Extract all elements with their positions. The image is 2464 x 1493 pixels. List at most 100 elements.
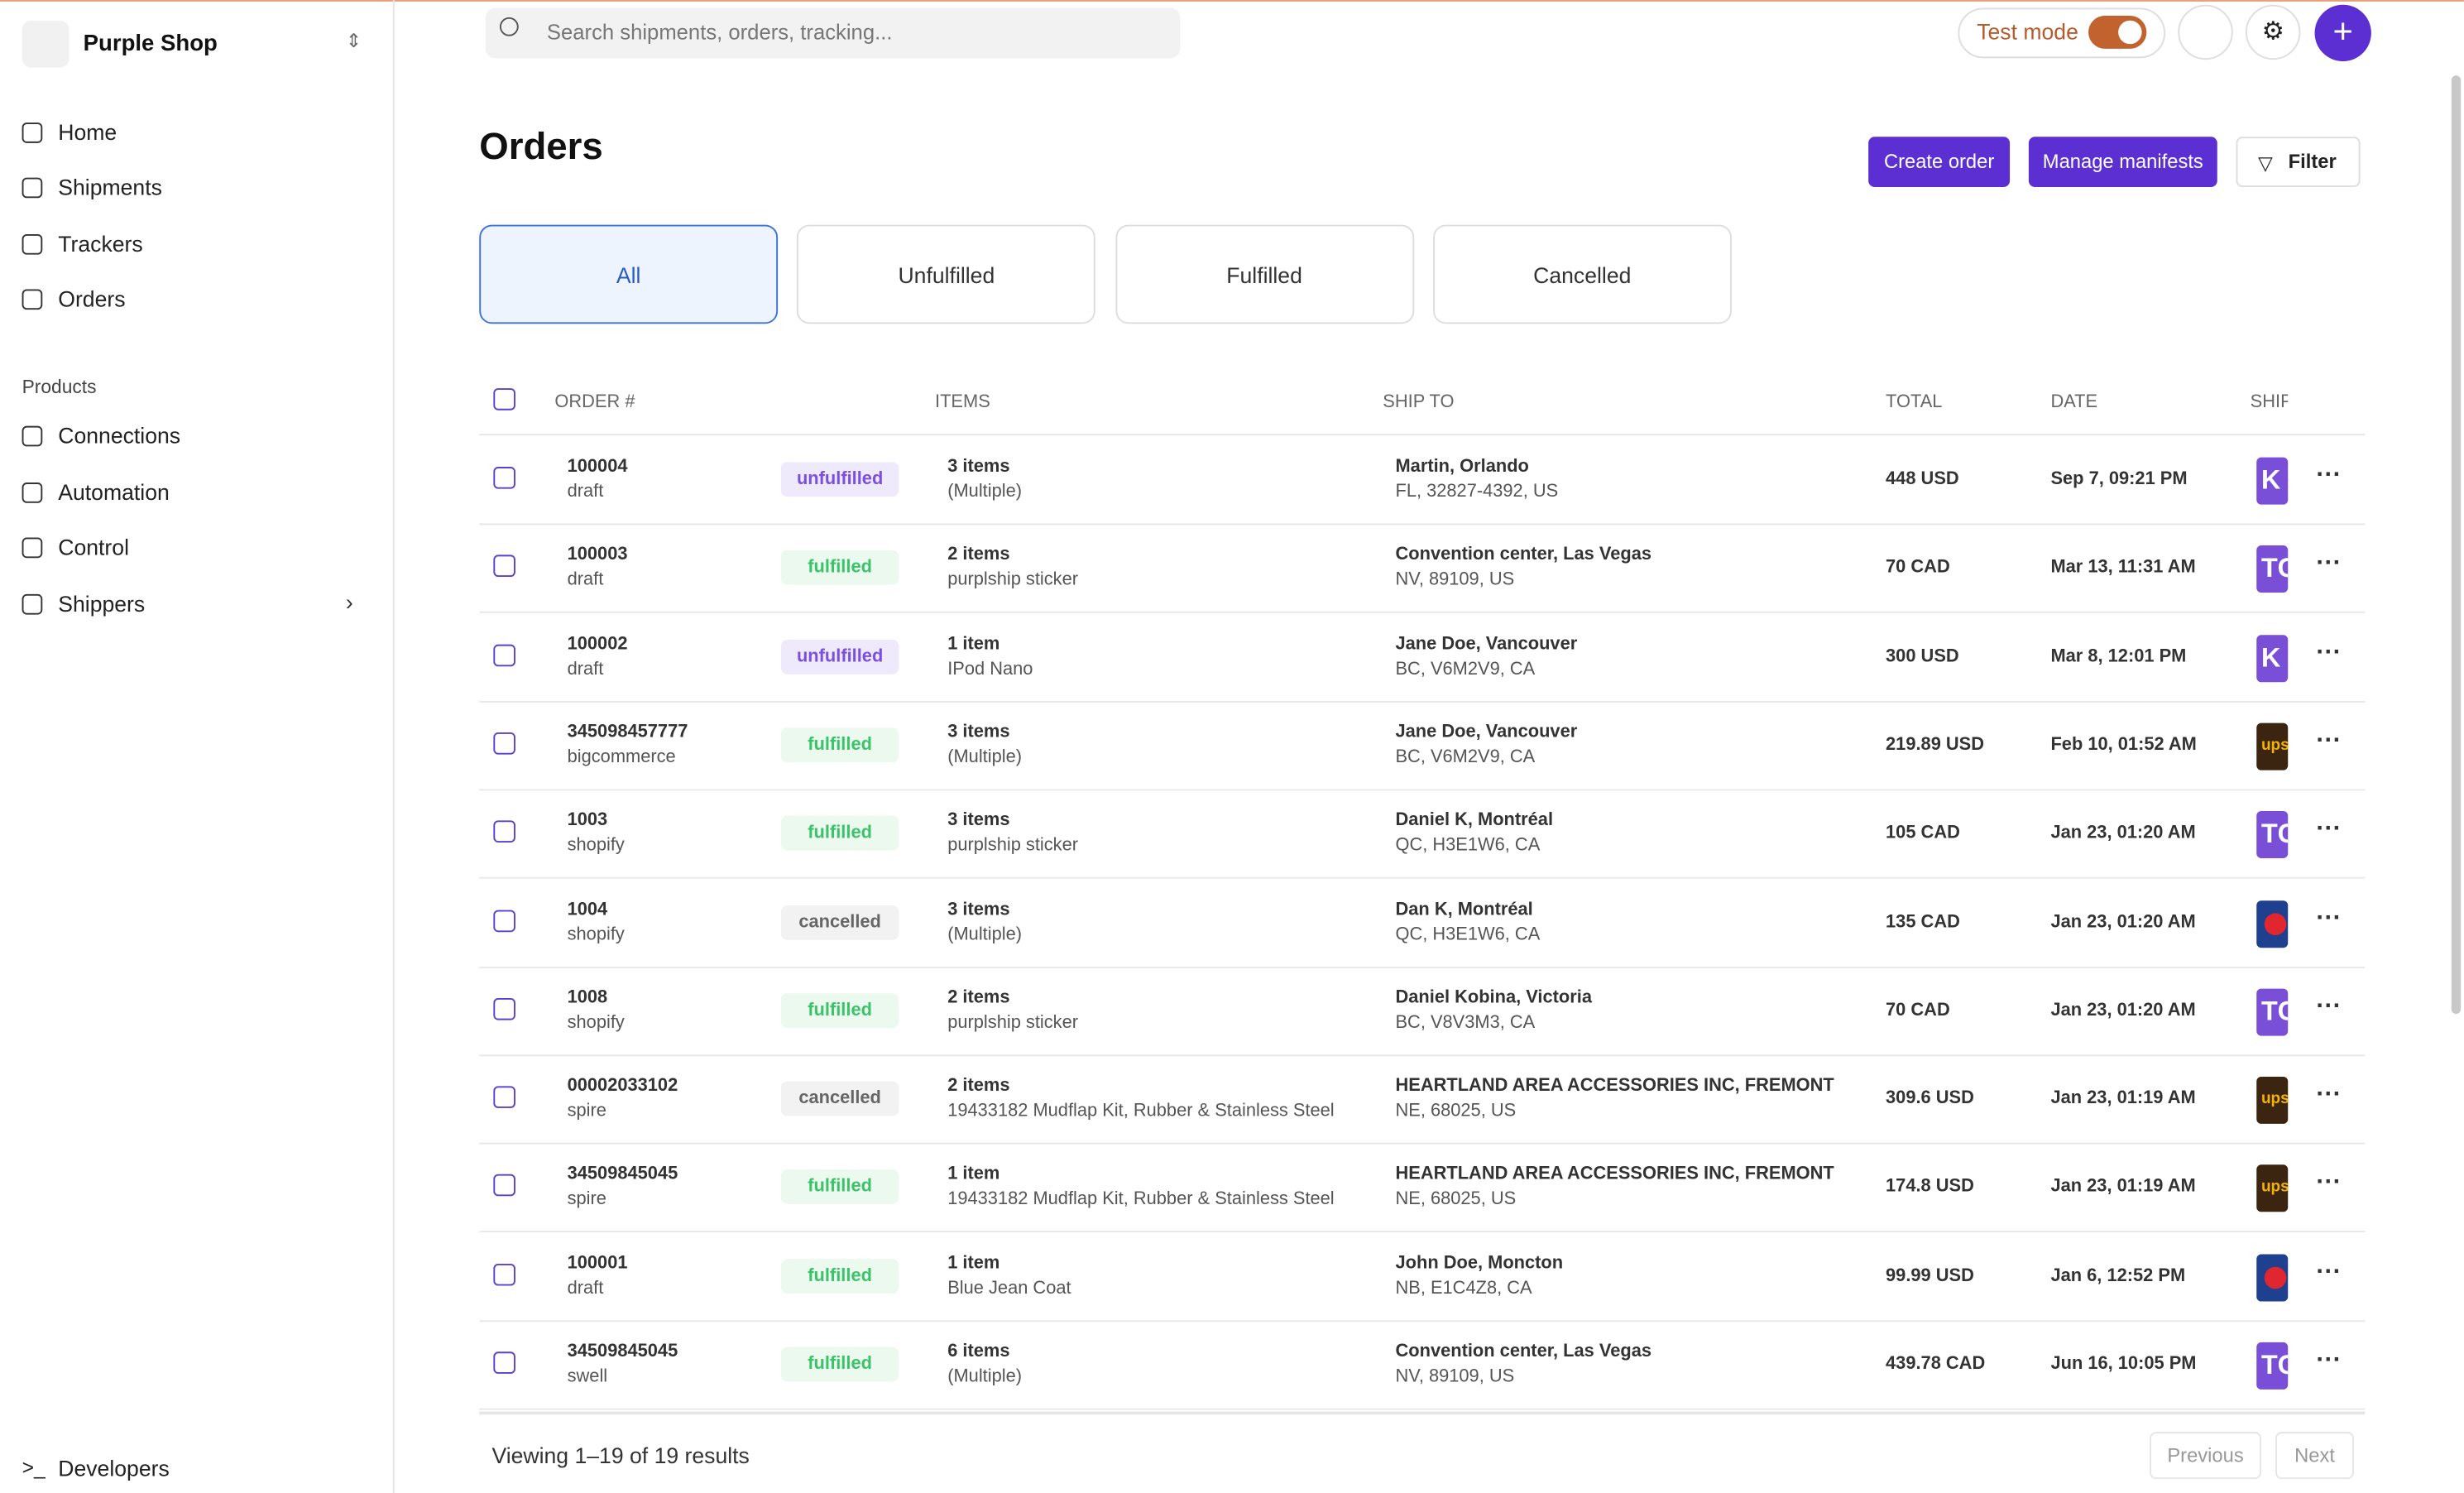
search-placeholder: Search shipments, orders, tracking... (546, 20, 893, 45)
nav-item[interactable]: Automation (58, 479, 170, 505)
apps-button[interactable] (2178, 4, 2233, 60)
nav-developers[interactable]: Developers (58, 1455, 170, 1481)
row-menu[interactable]: ··· (2316, 639, 2342, 666)
nav-item[interactable]: Trackers (58, 231, 143, 257)
shop-switch[interactable]: ⇕ (345, 30, 362, 52)
order-number[interactable]: 100003 (567, 545, 628, 565)
order-number[interactable]: 34509845045 (567, 1342, 678, 1361)
order-number[interactable]: 100002 (567, 634, 628, 654)
order-source: spire (567, 1190, 606, 1210)
next-button[interactable]: Next (2275, 1432, 2355, 1480)
row-checkbox[interactable] (493, 909, 515, 932)
order-date: Jan 23, 01:20 AM (2050, 912, 2196, 932)
sidebar (0, 0, 395, 1493)
filter-tab[interactable]: Fulfilled (1115, 224, 1414, 324)
order-date: Sep 7, 09:21 PM (2050, 469, 2188, 489)
nav-item[interactable]: Orders (58, 286, 126, 312)
row-menu[interactable]: ··· (2316, 904, 2342, 932)
row-checkbox[interactable] (493, 732, 515, 755)
order-number[interactable]: 100004 (567, 457, 628, 477)
nav-item[interactable]: Shipments (58, 174, 162, 200)
nav-item[interactable]: Shippers (58, 591, 146, 617)
item-count: 3 items (947, 722, 1010, 742)
filter-icon: ▽ (2258, 152, 2273, 175)
row-checkbox[interactable] (493, 820, 515, 843)
item-count: 2 items (947, 988, 1010, 1008)
row-line (479, 1319, 2366, 1322)
column-header: ITEMS (935, 392, 990, 412)
filter-tab[interactable]: All (479, 224, 779, 324)
status-badge: fulfilled (780, 727, 899, 762)
manifests-button[interactable]: Manage manifests (2028, 137, 2217, 188)
chevron: › (345, 589, 353, 615)
row-checkbox[interactable] (493, 643, 515, 666)
ship-name: Daniel K, Montréal (1395, 811, 1554, 831)
nav-icon (22, 593, 43, 615)
order-number[interactable]: 1008 (567, 988, 608, 1008)
create-order-button[interactable]: Create order (1868, 137, 2011, 188)
row-checkbox[interactable] (493, 1086, 515, 1109)
row-menu[interactable]: ··· (2316, 992, 2342, 1020)
order-source: shopify (567, 836, 625, 856)
order-number[interactable]: 1003 (567, 811, 608, 831)
ship-address: FL, 32827-4392, US (1395, 482, 1559, 502)
carrier-logo: ups (2256, 722, 2289, 771)
row-menu[interactable]: ··· (2316, 462, 2342, 489)
search-box[interactable] (485, 7, 1181, 59)
search-icon (499, 17, 519, 36)
nav-item[interactable]: Connections (58, 422, 181, 449)
filter-tab[interactable]: Cancelled (1432, 224, 1732, 324)
row-checkbox[interactable] (493, 554, 515, 578)
row-menu[interactable]: ··· (2316, 1347, 2342, 1374)
shop-name[interactable]: Purple Shop (83, 31, 218, 57)
row-menu[interactable]: ··· (2316, 550, 2342, 578)
row-menu[interactable]: ··· (2316, 1081, 2342, 1109)
nav-icon (22, 122, 43, 143)
filter-button[interactable]: Filter (2236, 137, 2361, 188)
row-line (479, 1054, 2366, 1056)
row-line (479, 523, 2366, 526)
order-number[interactable]: 100001 (567, 1253, 628, 1273)
nav-item[interactable]: Home (58, 119, 117, 145)
order-source: draft (567, 659, 604, 679)
ship-address: BC, V8V3M3, CA (1395, 1013, 1536, 1033)
filter-tab[interactable]: Unfulfilled (797, 224, 1096, 324)
row-line (479, 877, 2366, 880)
settings-button[interactable]: ⚙ (2245, 4, 2301, 60)
row-menu[interactable]: ··· (2316, 727, 2342, 755)
nav-item[interactable]: Control (58, 534, 130, 560)
item-count: 1 item (947, 634, 1000, 654)
column-header: SHIP TO (1383, 392, 1455, 412)
order-number[interactable]: 345098457777 (567, 722, 688, 742)
previous-button[interactable]: Previous (2150, 1432, 2261, 1480)
order-source: draft (567, 570, 604, 590)
add-button[interactable]: + (2314, 4, 2371, 62)
ship-address: QC, H3E1W6, CA (1395, 836, 1541, 856)
item-detail: (Multiple) (947, 747, 1023, 767)
order-source: draft (567, 482, 604, 502)
row-checkbox[interactable] (493, 1174, 515, 1198)
row-checkbox[interactable] (493, 467, 515, 489)
dev-icon: >_ (22, 1455, 46, 1480)
ship-address: NE, 68025, US (1395, 1102, 1517, 1121)
test-mode-toggle[interactable] (1958, 7, 2166, 59)
item-count: 3 items (947, 900, 1010, 919)
carrier-logo: K (2256, 634, 2289, 682)
row-checkbox[interactable] (493, 997, 515, 1020)
order-total: 174.8 USD (1886, 1178, 1974, 1198)
order-number[interactable]: 1004 (567, 900, 608, 919)
test-mode-label: Test mode (1977, 18, 2078, 45)
row-menu[interactable]: ··· (2316, 1258, 2342, 1285)
row-menu[interactable]: ··· (2316, 1169, 2342, 1198)
order-number[interactable]: 00002033102 (567, 1077, 678, 1096)
nav-icon (22, 177, 43, 199)
order-number[interactable]: 34509845045 (567, 1165, 678, 1184)
ship-address: NE, 68025, US (1395, 1190, 1517, 1210)
select-all[interactable] (493, 388, 515, 410)
row-menu[interactable]: ··· (2316, 816, 2342, 843)
row-line (479, 1142, 2366, 1145)
ship-address: BC, V6M2V9, CA (1395, 659, 1536, 679)
row-checkbox[interactable] (493, 1263, 515, 1285)
row-checkbox[interactable] (493, 1351, 515, 1374)
